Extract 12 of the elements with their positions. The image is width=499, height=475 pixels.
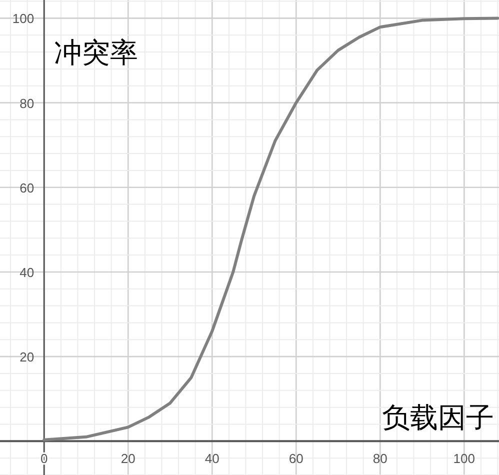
y-tick-label: 60 bbox=[20, 180, 34, 196]
x-tick-label: 60 bbox=[288, 451, 304, 466]
y-axis-title: 冲突率 bbox=[54, 37, 138, 68]
y-tick-label: 20 bbox=[20, 350, 34, 365]
x-tick-label: 20 bbox=[120, 451, 136, 466]
x-tick-label: 100 bbox=[453, 451, 475, 466]
x-tick-label: 40 bbox=[204, 451, 220, 466]
y-tick-label: 40 bbox=[20, 264, 34, 280]
x-axis-title: 负载因子 bbox=[382, 402, 494, 434]
y-tick-label: 100 bbox=[12, 11, 34, 26]
x-tick-label: 80 bbox=[372, 451, 388, 466]
y-tick-label: 80 bbox=[20, 96, 34, 111]
